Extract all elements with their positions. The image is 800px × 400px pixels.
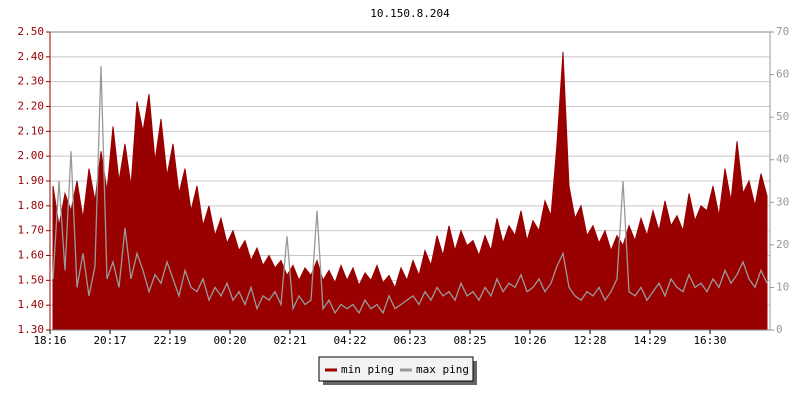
y-tick-label: 1.40 (18, 298, 45, 311)
y-tick-label: 2.30 (18, 75, 45, 88)
legend: min ping max ping (318, 356, 477, 385)
y-tick-label: 1.50 (18, 273, 45, 286)
y-tick-label: 2.40 (18, 50, 45, 63)
x-tick-label: 06:23 (393, 334, 426, 347)
y2-tick-label: 50 (776, 110, 789, 123)
y-tick-label: 1.90 (18, 174, 45, 187)
y-tick-label: 2.50 (18, 25, 45, 38)
x-tick-label: 00:20 (213, 334, 246, 347)
x-tick-label: 18:16 (33, 334, 66, 347)
x-tick-label: 10:26 (513, 334, 546, 347)
y2-tick-label: 70 (776, 25, 789, 38)
x-tick-label: 04:22 (333, 334, 366, 347)
x-tick-label: 02:21 (273, 334, 306, 347)
y-tick-label: 1.80 (18, 199, 45, 212)
y-tick-label: 2.00 (18, 149, 45, 162)
y2-tick-label: 10 (776, 280, 789, 293)
legend-box (318, 356, 474, 382)
x-tick-label: 20:17 (93, 334, 126, 347)
y2-tick-label: 0 (776, 323, 783, 336)
line (52, 66, 768, 315)
y-tick-label: 1.60 (18, 249, 45, 262)
y-tick-label: 2.20 (18, 100, 45, 113)
legend-label: max ping (416, 363, 469, 376)
x-tick-label: 08:25 (453, 334, 486, 347)
y-tick-label: 1.70 (18, 224, 45, 237)
area (52, 51, 768, 331)
x-tick-label: 12:28 (573, 334, 606, 347)
y2-tick-label: 40 (776, 153, 789, 166)
legend-label: min ping (341, 363, 394, 376)
y2-tick-label: 20 (776, 238, 789, 251)
x-tick-label: 14:29 (633, 334, 666, 347)
y-tick-label: 2.10 (18, 124, 45, 137)
y-tick-label: 1.30 (18, 323, 45, 336)
x-tick-label: 22:19 (153, 334, 186, 347)
y2-tick-label: 30 (776, 195, 789, 208)
chart-title: 10.150.8.204 (370, 7, 450, 20)
x-tick-label: 16:30 (693, 334, 726, 347)
y2-tick-label: 60 (776, 68, 789, 81)
